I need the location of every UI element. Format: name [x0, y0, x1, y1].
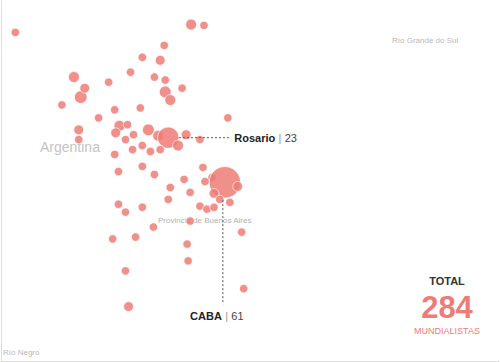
svg-text:MUNDIALISTAS: MUNDIALISTAS: [414, 326, 480, 336]
svg-text:CABA: CABA: [190, 310, 222, 322]
svg-text:Rosario: Rosario: [234, 132, 275, 144]
svg-text:284: 284: [421, 290, 473, 325]
svg-text:TOTAL: TOTAL: [429, 275, 465, 287]
svg-text:23: 23: [285, 132, 297, 144]
svg-text:Provincia de Buenos Aires: Provincia de Buenos Aires: [158, 216, 251, 225]
svg-text:Río Grande do Sul: Río Grande do Sul: [392, 36, 458, 45]
svg-text:61: 61: [231, 310, 243, 322]
svg-text:Argentina: Argentina: [40, 139, 100, 155]
svg-text:Río Negro: Río Negro: [3, 348, 40, 357]
